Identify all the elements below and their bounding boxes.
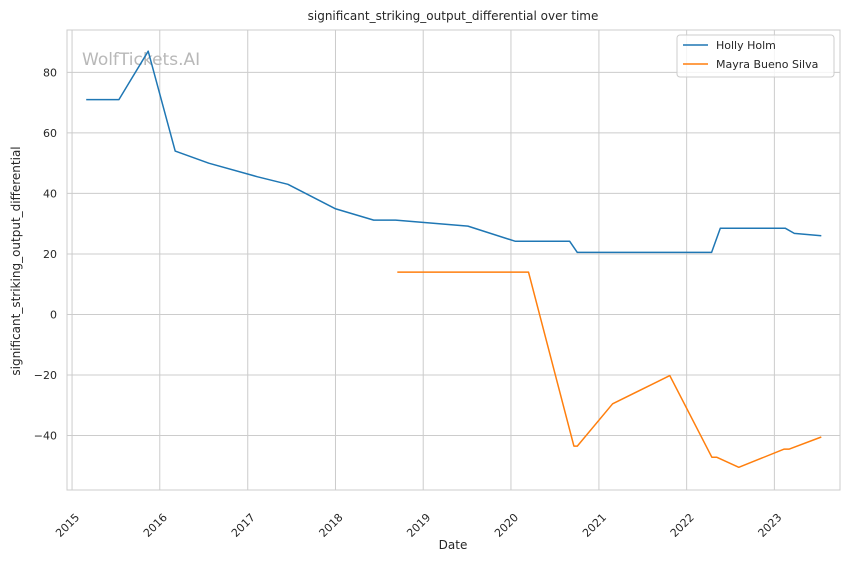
y-axis-label: significant_striking_output_differential bbox=[9, 146, 23, 375]
legend-box bbox=[676, 34, 835, 78]
x-axis-label: Date bbox=[439, 538, 468, 552]
y-tick-label: 40 bbox=[43, 187, 57, 200]
series-line-mayra-bueno-silva bbox=[397, 271, 822, 469]
legend-label-mayra-bueno-silva: Mayra Bueno Silva bbox=[716, 58, 818, 71]
plot-frame bbox=[66, 29, 841, 491]
y-tick-label: 60 bbox=[43, 127, 57, 140]
y-tick-label: 0 bbox=[50, 308, 57, 321]
y-tick-labels: −40 −20 0 20 40 60 80 bbox=[34, 66, 57, 442]
legend: Holly Holm Mayra Bueno Silva bbox=[676, 34, 835, 78]
chart-title: significant_striking_output_differential… bbox=[308, 9, 599, 23]
y-tick-label: 80 bbox=[43, 66, 57, 79]
y-tick-label: −20 bbox=[34, 369, 57, 382]
legend-label-holly-holm: Holly Holm bbox=[716, 39, 776, 52]
grid bbox=[67, 30, 840, 490]
y-tick-label: −40 bbox=[34, 430, 57, 443]
series-line-holly-holm bbox=[86, 50, 822, 254]
series-lines bbox=[86, 50, 822, 469]
y-tick-label: 20 bbox=[43, 248, 57, 261]
watermark: WolfTickets.AI bbox=[82, 50, 200, 70]
